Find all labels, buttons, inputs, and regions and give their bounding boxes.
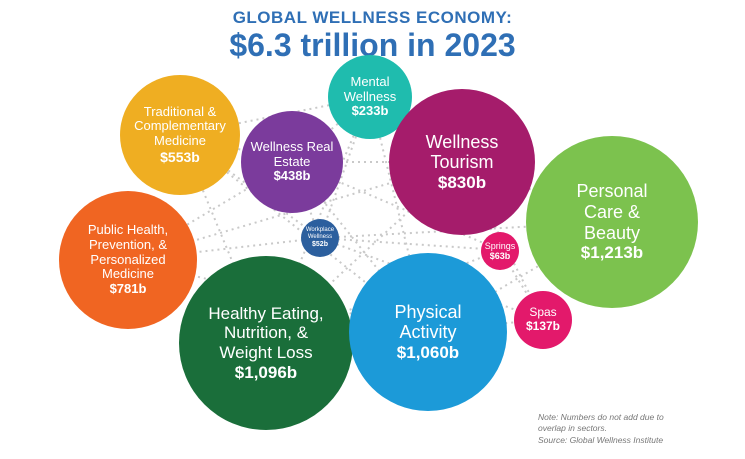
bubble-value: $52b	[312, 240, 328, 248]
bubble-label: Healthy Eating, Nutrition, & Weight Loss	[208, 303, 324, 362]
bubble-value: $1,213b	[580, 243, 644, 263]
bubble-public-health: Public Health, Prevention, & Personalize…	[59, 191, 197, 329]
bubble-value: $553b	[160, 149, 200, 166]
bubble-label: Springs	[484, 240, 516, 251]
bubble-workplace-wellness: Workplace Wellness $52b	[301, 219, 339, 257]
bubble-wellness-real-estate: Wellness Real Estate $438b	[241, 111, 343, 213]
bubble-label: Spas	[529, 305, 557, 320]
bubble-value: $233b	[351, 103, 389, 119]
bubble-personal-care-beauty: Personal Care & Beauty $1,213b	[526, 136, 698, 308]
bubble-value: $1,096b	[234, 362, 298, 382]
connector-line	[319, 237, 501, 251]
bubble-value: $137b	[525, 319, 561, 333]
footnote-line: Note: Numbers do not add due to	[538, 412, 664, 422]
bubble-springs: Springs $63b	[481, 232, 519, 270]
bubble-value: $63b	[489, 251, 511, 261]
bubble-label: Personal Care & Beauty	[576, 181, 648, 243]
connector-line	[369, 96, 429, 333]
bubble-label: Physical Activity	[394, 301, 462, 343]
bubble-wellness-tourism: Wellness Tourism $830b	[389, 89, 535, 235]
bubble-physical-activity: Physical Activity $1,060b	[349, 253, 507, 411]
bubble-label: Mental Wellness	[343, 73, 397, 104]
footnote: Note: Numbers do not add due to overlap …	[538, 412, 738, 446]
connector-line	[319, 221, 613, 239]
bubble-value: $438b	[273, 168, 311, 184]
bubble-spas: Spas $137b	[514, 291, 572, 349]
connector-line	[179, 134, 321, 239]
bubble-value: $830b	[437, 172, 487, 192]
title-top: GLOBAL WELLNESS ECONOMY:	[232, 8, 513, 27]
bubble-label: Traditional & Complementary Medicine	[134, 103, 226, 149]
bubble-label: Wellness Real Estate	[250, 138, 334, 169]
bubble-label: Public Health, Prevention, & Personalize…	[87, 221, 169, 282]
bubble-traditional-medicine: Traditional & Complementary Medicine $55…	[120, 75, 240, 195]
footnote-line: overlap in sectors.	[538, 423, 607, 434]
bubble-label: Workplace Wellness	[305, 227, 335, 240]
bubble-value: $781b	[109, 281, 147, 297]
bubble-healthy-eating: Healthy Eating, Nutrition, & Weight Loss…	[179, 256, 353, 430]
bubble-mental-wellness: Mental Wellness $233b	[328, 55, 412, 139]
bubble-value: $1,060b	[396, 342, 460, 362]
source-line: Source: Global Wellness Institute	[538, 434, 664, 445]
connector-line	[127, 237, 321, 261]
bubble-label: Wellness Tourism	[425, 131, 499, 173]
